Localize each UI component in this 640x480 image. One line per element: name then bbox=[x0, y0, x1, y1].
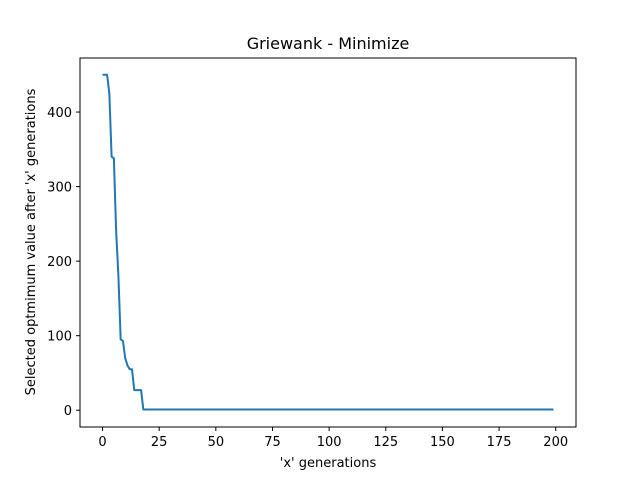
x-tick-label: 150 bbox=[430, 435, 455, 450]
y-axis-label: Selected optmimum value after 'x' genera… bbox=[24, 88, 39, 395]
axes-frame bbox=[79, 57, 577, 428]
x-tick-label: 125 bbox=[373, 435, 398, 450]
x-axis-label: 'x' generations bbox=[280, 456, 377, 471]
x-tick-label: 50 bbox=[208, 435, 225, 450]
x-tick-label: 100 bbox=[317, 435, 342, 450]
x-tick-label: 0 bbox=[98, 435, 106, 450]
x-tick-label: 25 bbox=[151, 435, 168, 450]
x-tick-label: 175 bbox=[487, 435, 512, 450]
y-tick-label: 0 bbox=[64, 404, 72, 419]
plot-area bbox=[102, 73, 554, 411]
x-tick-label: 75 bbox=[264, 435, 281, 450]
chart-title: Griewank - Minimize bbox=[247, 34, 410, 53]
y-tick-label: 300 bbox=[47, 181, 72, 196]
y-tick-label: 200 bbox=[47, 255, 72, 270]
y-tick-label: 100 bbox=[47, 330, 72, 345]
y-tick-label: 400 bbox=[47, 106, 72, 121]
series-line bbox=[102, 73, 554, 411]
axis-ticks: 0 25 50 75 100 125 150 175 200 0 100 200 300 400 bbox=[47, 106, 568, 450]
x-tick-label: 200 bbox=[543, 435, 568, 450]
